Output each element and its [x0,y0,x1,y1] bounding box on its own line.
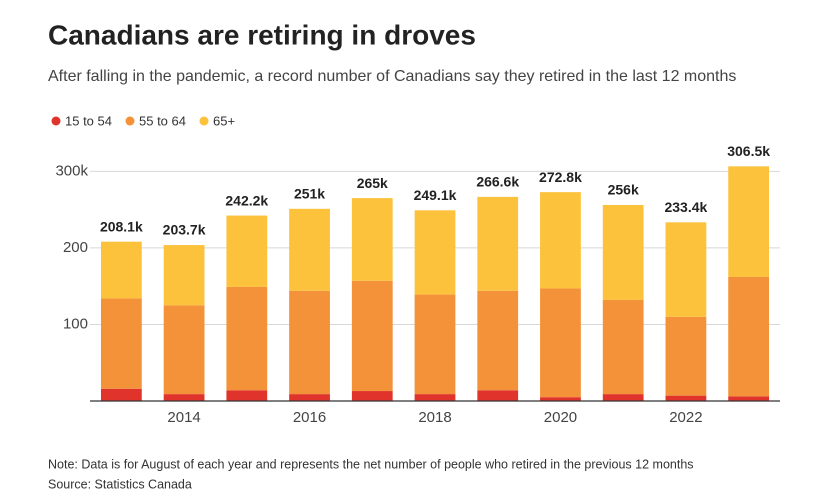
x-tick-label: 2018 [418,409,451,426]
x-tick-label: 2022 [669,409,702,426]
bar-segment [100,298,142,389]
bar-segment [100,241,142,299]
bar-segment [289,394,330,401]
bar-segment [540,192,581,289]
legend-label: 65+ [213,113,235,128]
source: Source: Statistics Canada [48,477,192,491]
note: Note: Data is for August of each year an… [48,457,694,471]
bar-segment [289,208,330,291]
bar-segment [351,198,393,281]
total-label: 306.5k [727,143,770,159]
bar-segment [540,397,581,401]
y-tick-label: 200 [63,239,88,256]
total-label: 203.7k [163,222,206,238]
legend-swatch [51,116,61,126]
legend-label: 55 to 64 [139,113,186,128]
legend-swatch [125,116,135,126]
bar-segment [477,390,519,401]
bar-segment [477,196,519,291]
bar-segment [602,394,644,401]
bar-segment [665,395,707,401]
bar-segment [414,294,456,395]
total-label: 242.2k [225,192,268,208]
total-label: 249.1k [414,187,457,203]
bar-segment [351,280,393,392]
legend-label: 15 to 54 [65,113,112,128]
bar-segment [226,215,268,287]
bar-segment [414,394,456,401]
bar-segment [665,316,707,396]
total-label: 272.8k [539,169,582,185]
bar-segment [163,245,205,306]
bar-segment [163,305,205,395]
bar-segment [414,210,456,295]
total-label: 251k [294,186,325,202]
bar-segment [728,276,770,397]
bar-segment [226,390,268,401]
total-label: 208.1k [100,218,143,234]
legend-swatch [199,116,209,126]
bar-segment [226,286,268,391]
total-label: 266.6k [476,174,519,190]
total-label: 233.4k [664,199,707,215]
x-tick-label: 2020 [544,409,577,426]
total-label: 265k [357,175,388,191]
bar-segment [728,166,770,277]
x-tick-label: 2016 [293,409,326,426]
bar-segment [351,391,393,401]
bar-segment [728,396,770,401]
bar-segment [289,290,330,395]
y-tick-label: 100 [63,315,88,332]
bar-segment [477,290,519,391]
bar-segment [100,388,142,401]
y-tick-label: 300k [55,162,88,179]
bar-segment [602,299,644,395]
bar-segment [163,394,205,401]
chart-subtitle: After falling in the pandemic, a record … [48,68,736,85]
x-tick-label: 2014 [167,409,200,426]
chart-title: Canadians are retiring in droves [48,19,476,50]
total-label: 256k [608,182,639,198]
bar-segment [602,205,644,300]
bar-segment [665,222,707,317]
bar-segment [540,288,581,398]
